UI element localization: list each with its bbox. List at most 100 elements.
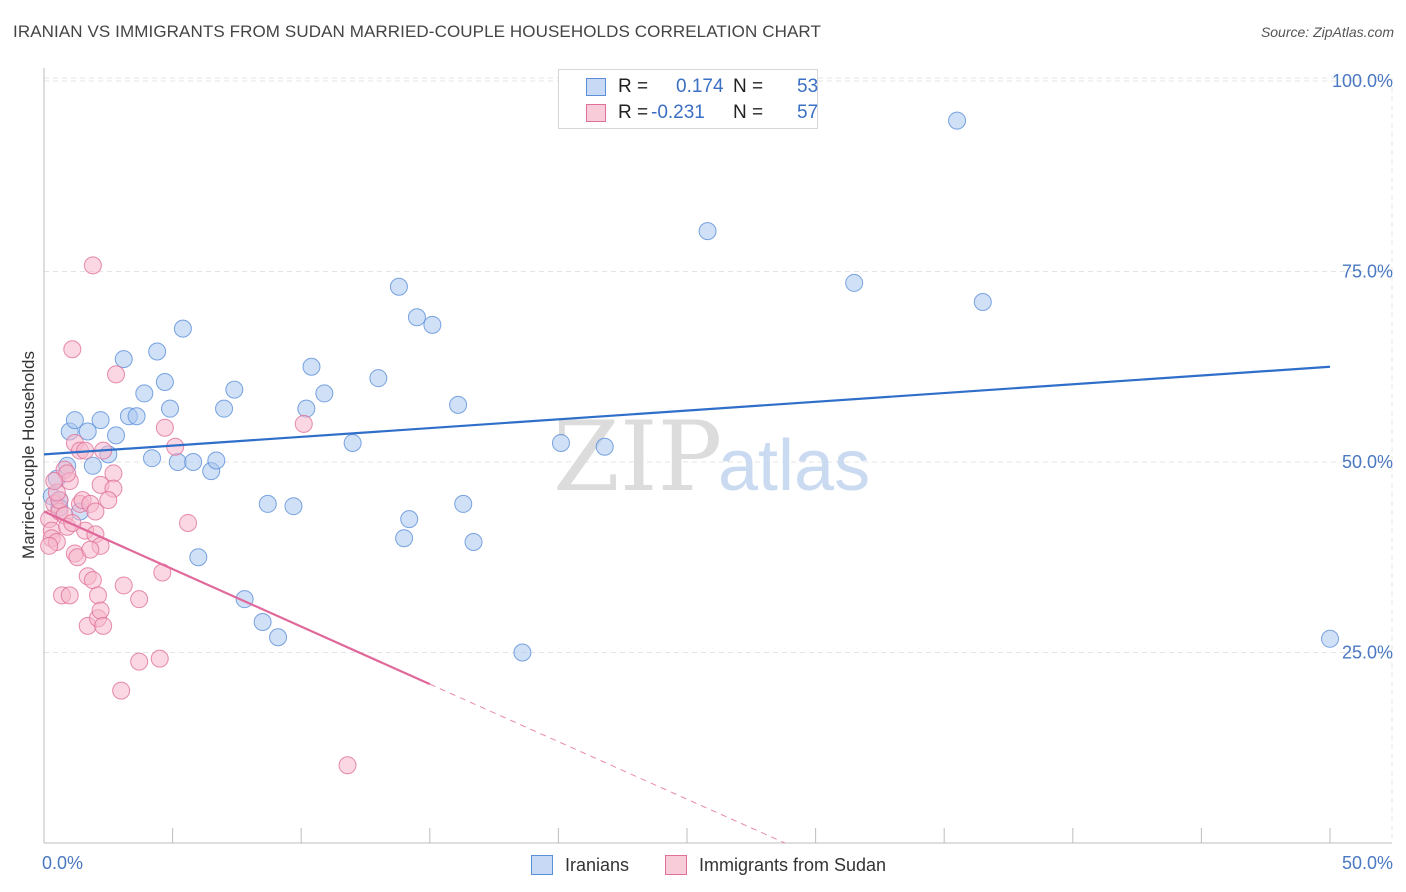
series-swatch-iranians: [531, 855, 553, 875]
iranians-point[interactable]: [127, 407, 146, 426]
sudan-point[interactable]: [99, 491, 118, 510]
iranians-point[interactable]: [973, 292, 992, 311]
series-label-iranians: Iranians: [565, 854, 630, 875]
series-legend-sudan[interactable]: Immigrants from Sudan: [665, 852, 886, 878]
iranians-point[interactable]: [269, 628, 288, 647]
iranians-point[interactable]: [284, 497, 303, 516]
iranians-point[interactable]: [83, 456, 102, 475]
sudan-point[interactable]: [338, 756, 357, 775]
iranians-point[interactable]: [389, 277, 408, 296]
sudan-point[interactable]: [83, 256, 102, 275]
sudan-point[interactable]: [294, 414, 313, 433]
sudan-point[interactable]: [45, 472, 64, 491]
series-legend: Iranians Immigrants from Sudan: [0, 852, 1406, 878]
sudan-trend-extension: [429, 683, 786, 844]
sudan-point[interactable]: [60, 586, 79, 605]
iranians-point[interactable]: [253, 613, 272, 632]
series-label-sudan: Immigrants from Sudan: [699, 854, 887, 875]
legend-n-label: N =: [733, 76, 764, 97]
iranians-point[interactable]: [464, 533, 483, 552]
legend-row-iranians: R = 0.174 N = 53: [559, 74, 819, 100]
x-tick-label-1: 50.0%: [1342, 853, 1393, 873]
iranians-point[interactable]: [161, 399, 180, 418]
sudan-point[interactable]: [130, 590, 149, 609]
iranians-point[interactable]: [407, 308, 426, 327]
legend-r-value-sudan: -0.231: [651, 102, 705, 123]
legend-swatch-sudan: [586, 104, 606, 122]
tick-labels: 100.0% 75.0% 50.0% 25.0% 0.0% 50.0%: [42, 71, 1393, 873]
iranians-point[interactable]: [143, 449, 162, 468]
legend-r-value-iranians: 0.174: [676, 76, 724, 97]
sudan-point[interactable]: [112, 681, 131, 700]
iranians-point[interactable]: [595, 437, 614, 456]
iranians-point[interactable]: [173, 319, 192, 338]
sudan-point[interactable]: [114, 576, 133, 595]
iranians-point[interactable]: [225, 380, 244, 399]
iranians-point[interactable]: [369, 369, 388, 388]
legend-row-sudan: R = -0.231 N = 57: [559, 100, 819, 126]
x-tick-label-0: 0.0%: [42, 853, 83, 873]
iranians-point[interactable]: [297, 399, 316, 418]
iranians-point[interactable]: [449, 395, 468, 414]
iranians-point[interactable]: [148, 342, 167, 361]
source-credit: Source: ZipAtlas.com: [1260, 24, 1394, 40]
legend-n-value-sudan: 57: [797, 102, 819, 123]
sudan-point[interactable]: [40, 536, 59, 555]
iranians-point[interactable]: [551, 433, 570, 452]
iranians-point[interactable]: [698, 222, 717, 241]
iranians-point[interactable]: [184, 453, 203, 471]
iranians-point[interactable]: [189, 548, 208, 567]
iranians-point[interactable]: [948, 111, 967, 130]
sudan-point[interactable]: [63, 513, 82, 532]
iranians-point[interactable]: [207, 451, 226, 470]
iranians-point[interactable]: [1321, 629, 1339, 648]
sudan-point[interactable]: [83, 571, 102, 590]
sudan-point[interactable]: [91, 601, 110, 620]
series-swatch-sudan: [665, 855, 687, 875]
legend-n-value-iranians: 53: [797, 76, 819, 97]
iranians-point[interactable]: [168, 453, 187, 471]
iranians-point[interactable]: [65, 411, 84, 430]
iranians-point[interactable]: [343, 433, 362, 452]
iranians-point[interactable]: [395, 529, 414, 548]
sudan-point[interactable]: [63, 340, 82, 359]
iranians-point[interactable]: [155, 372, 174, 391]
sudan-point[interactable]: [94, 616, 113, 635]
series-legend-iranians[interactable]: Iranians: [531, 852, 629, 878]
sudan-point[interactable]: [81, 540, 100, 559]
sudan-trend-line: [43, 510, 431, 686]
sudan-point[interactable]: [155, 418, 174, 437]
iranians-point[interactable]: [513, 643, 532, 662]
iranians-point[interactable]: [400, 510, 419, 529]
gridlines: [44, 77, 1393, 842]
data-points: [40, 111, 1339, 775]
sudan-point[interactable]: [86, 502, 105, 521]
sudan-point[interactable]: [107, 365, 126, 384]
y-tick-label-3: 25.0%: [1342, 643, 1393, 663]
iranians-point[interactable]: [135, 384, 154, 403]
sudan-point[interactable]: [179, 513, 198, 532]
iranians-point[interactable]: [78, 422, 97, 441]
y-tick-label-0: 100.0%: [1332, 71, 1393, 91]
legend-r-label: R =: [618, 76, 649, 97]
sudan-point[interactable]: [150, 649, 169, 668]
iranians-point[interactable]: [845, 273, 864, 292]
correlation-legend: R = 0.174 N = 53 R = -0.231 N = 57: [558, 69, 818, 129]
iranians-point[interactable]: [423, 315, 442, 334]
iranians-point[interactable]: [315, 384, 334, 403]
iranians-point[interactable]: [215, 399, 234, 418]
sudan-point[interactable]: [130, 652, 149, 671]
iranians-point[interactable]: [454, 494, 473, 513]
sudan-point[interactable]: [104, 464, 123, 483]
iranians-point[interactable]: [258, 494, 277, 513]
iranians-point[interactable]: [114, 350, 133, 369]
iranians-point[interactable]: [107, 426, 126, 445]
iranians-point[interactable]: [302, 357, 321, 376]
iranians-point[interactable]: [91, 411, 110, 430]
legend-n-label: N =: [733, 102, 764, 123]
sudan-point[interactable]: [89, 586, 108, 605]
y-tick-label-1: 75.0%: [1342, 262, 1393, 282]
iranians-trend-line: [43, 365, 1331, 456]
legend-r-label: R =: [618, 102, 649, 123]
